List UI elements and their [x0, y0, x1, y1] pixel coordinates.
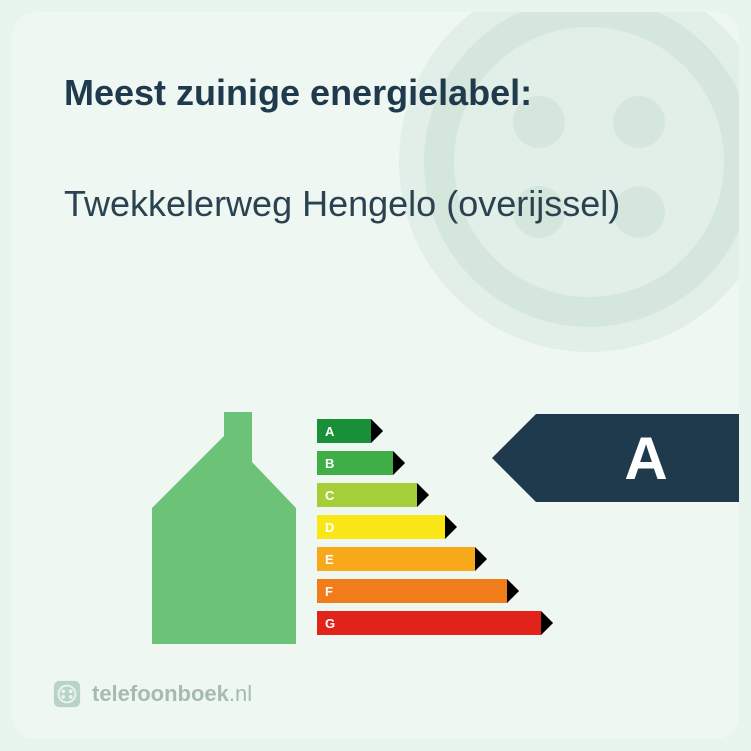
energy-bar-e: E: [317, 546, 541, 572]
page-subtitle: Twekkelerweg Hengelo (overijssel): [64, 182, 687, 225]
bar-label: C: [325, 488, 345, 503]
house-icon: [152, 412, 317, 644]
bar-label: G: [325, 616, 345, 631]
footer: telefoonboek.nl: [52, 679, 252, 709]
energy-bar-g: G: [317, 610, 541, 636]
bar-label: F: [325, 584, 345, 599]
card: Meest zuinige energielabel: Twekkelerweg…: [12, 12, 739, 739]
footer-brand-rest: .nl: [229, 681, 252, 706]
bar-shape: [317, 579, 507, 603]
bar-label: E: [325, 552, 345, 567]
bar-label: D: [325, 520, 345, 535]
rating-letter: A: [624, 424, 667, 493]
rating-badge: A: [536, 414, 739, 502]
energy-label-chart: A B C D E F G A: [182, 402, 739, 652]
bar-shape: [317, 611, 541, 635]
bar-label: B: [325, 456, 345, 471]
page-title: Meest zuinige energielabel:: [64, 72, 687, 114]
footer-brand-bold: telefoonboek: [92, 681, 229, 706]
footer-logo-icon: [52, 679, 82, 709]
energy-bar-f: F: [317, 578, 541, 604]
footer-brand: telefoonboek.nl: [92, 681, 252, 707]
bar-label: A: [325, 424, 345, 439]
energy-bar-d: D: [317, 514, 541, 540]
